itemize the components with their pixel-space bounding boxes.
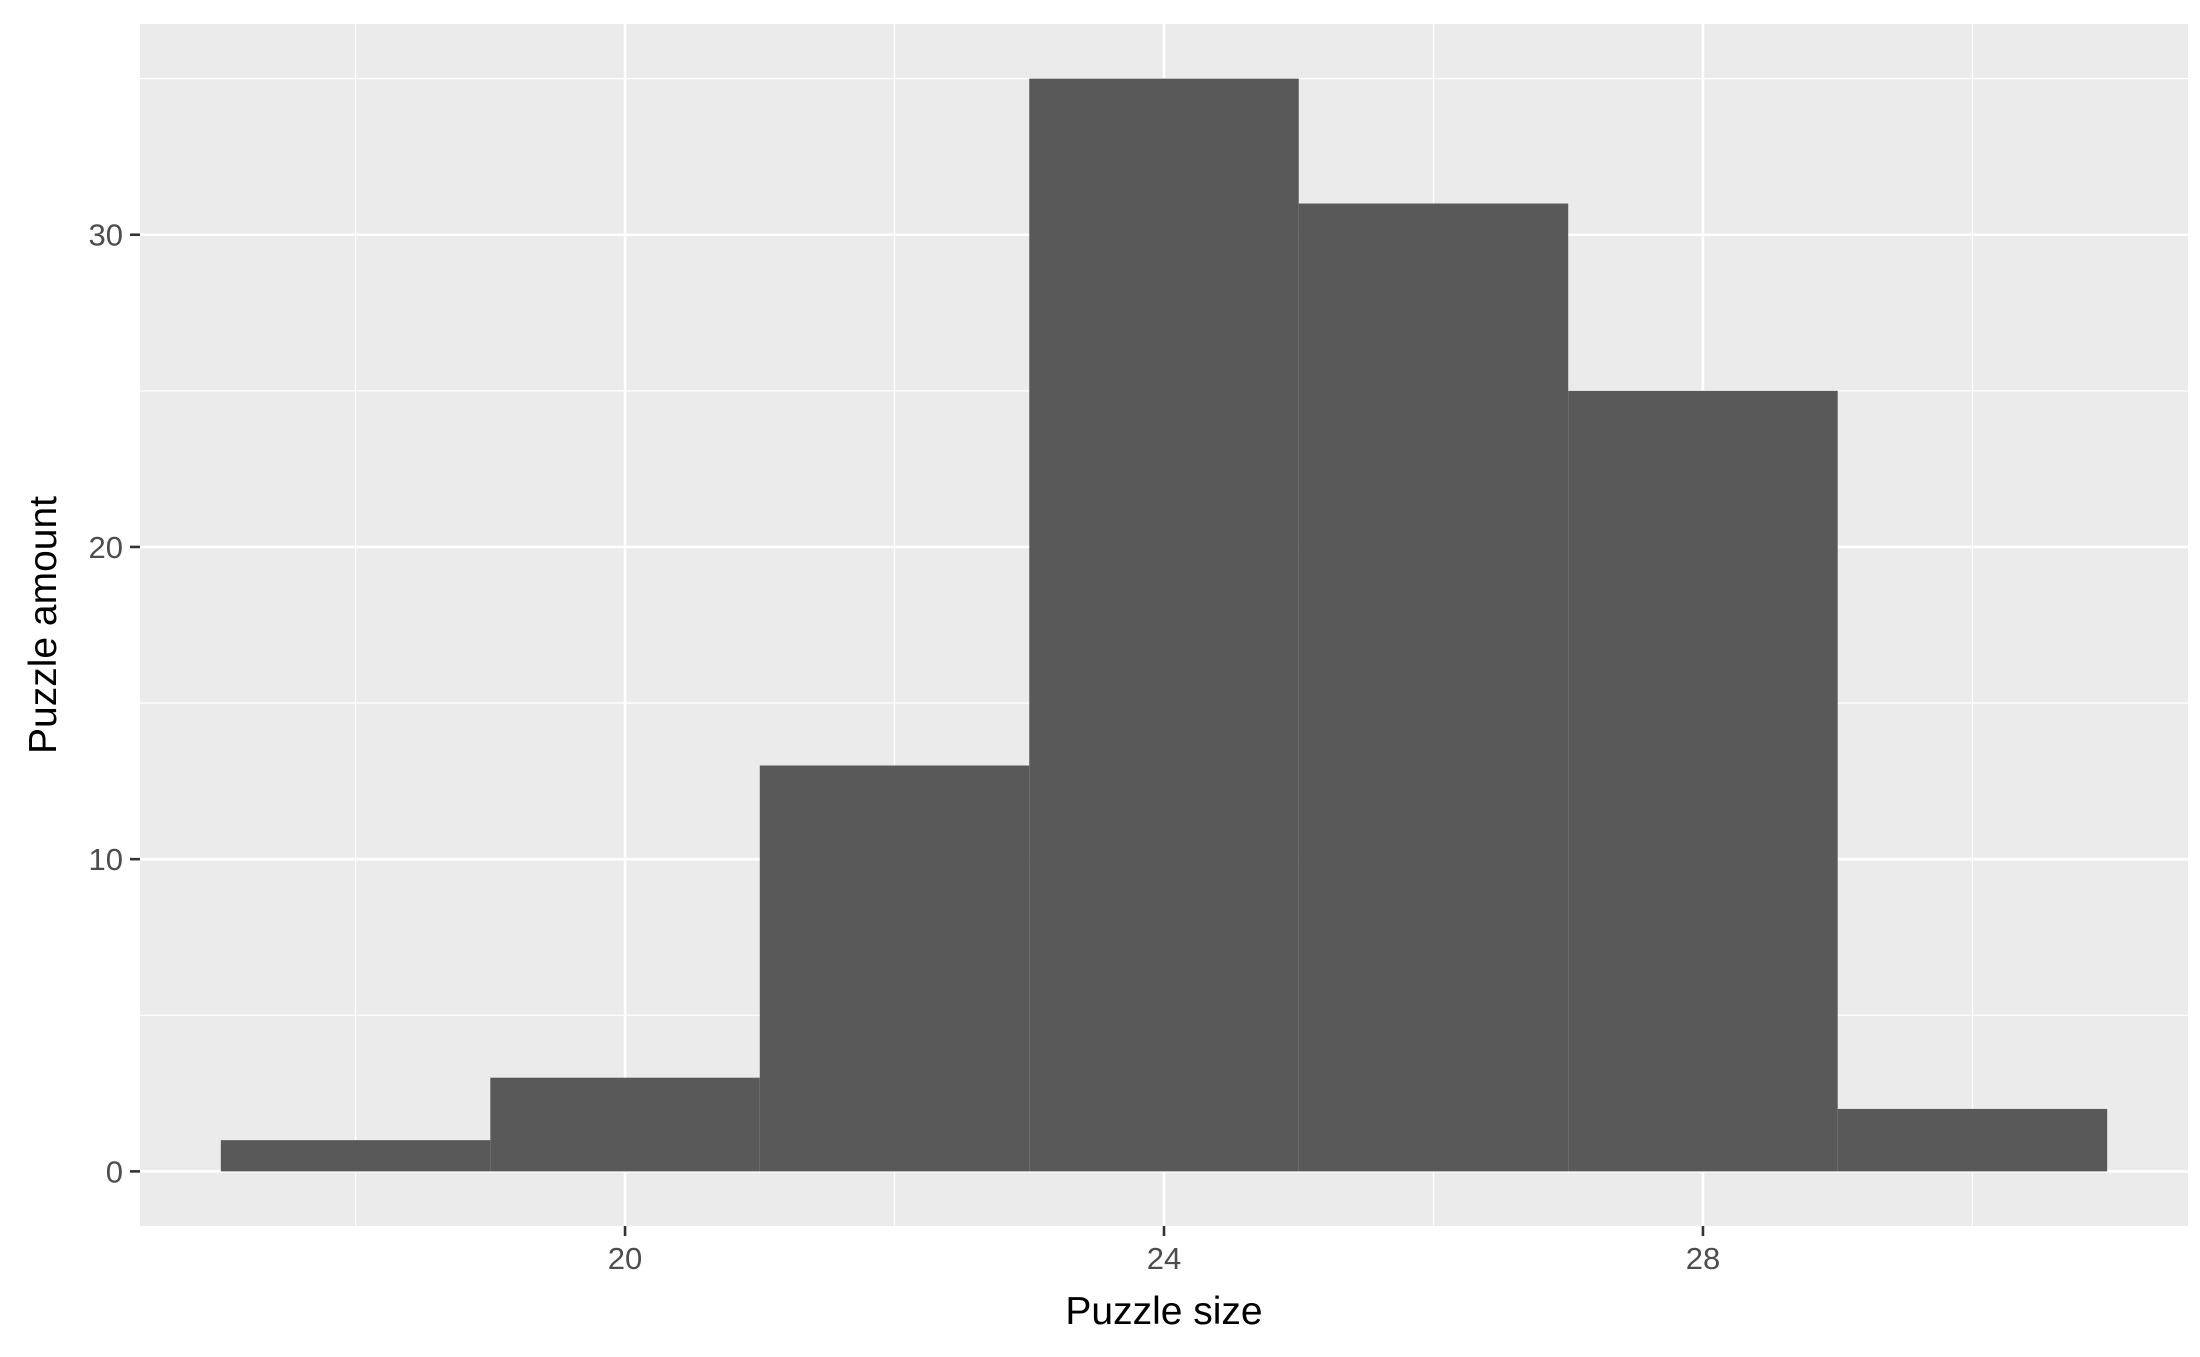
x-axis-title: Puzzle size bbox=[1065, 1290, 1262, 1333]
x-tick-label: 28 bbox=[1686, 1241, 1720, 1276]
histogram-bar bbox=[220, 1140, 491, 1172]
y-tick-label: 20 bbox=[89, 530, 123, 565]
y-tick-label: 10 bbox=[89, 842, 123, 877]
y-axis-title: Puzzle amount bbox=[22, 496, 65, 754]
x-tick-label: 20 bbox=[608, 1241, 642, 1276]
histogram-bar bbox=[1029, 78, 1299, 1172]
y-tick-label: 0 bbox=[106, 1154, 123, 1189]
histogram-bar bbox=[759, 765, 1030, 1172]
histogram-bars bbox=[220, 78, 2108, 1172]
histogram-bar bbox=[1298, 203, 1569, 1172]
histogram-bar bbox=[490, 1077, 760, 1172]
histogram-bar bbox=[1837, 1108, 2108, 1172]
y-axis: 0 10 20 30 bbox=[89, 218, 140, 1189]
x-tick-label: 24 bbox=[1147, 1241, 1181, 1276]
y-tick-label: 30 bbox=[89, 218, 123, 253]
x-axis: 20 24 28 bbox=[608, 1226, 1720, 1276]
histogram-bar bbox=[1568, 390, 1838, 1172]
